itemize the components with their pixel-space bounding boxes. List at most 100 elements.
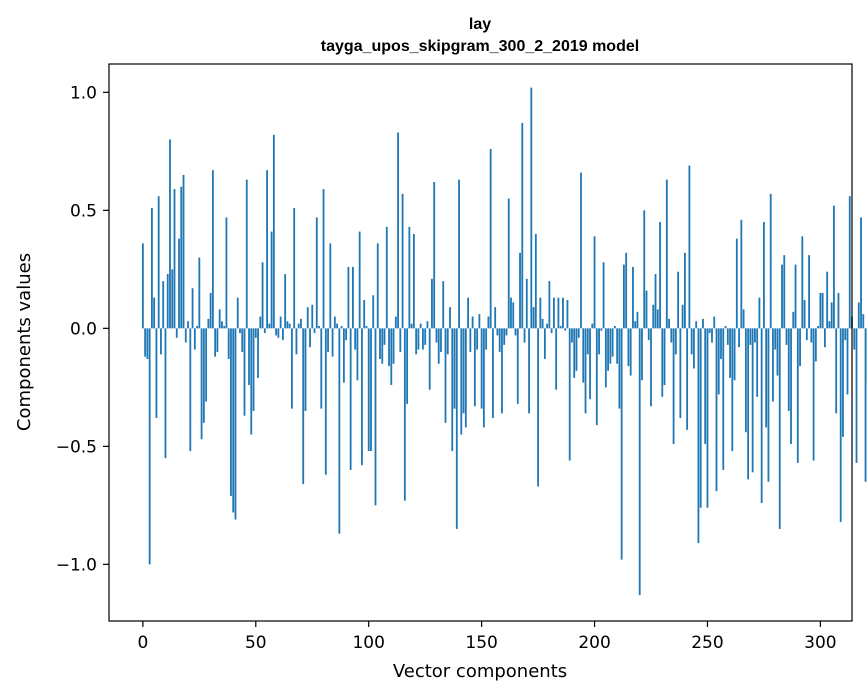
bar bbox=[417, 328, 420, 350]
x-tick-label: 200 bbox=[578, 633, 610, 653]
bar bbox=[681, 304, 684, 329]
bar bbox=[225, 217, 228, 329]
bar bbox=[365, 325, 368, 329]
bar bbox=[652, 304, 655, 329]
bar bbox=[699, 328, 702, 508]
bar bbox=[184, 328, 187, 343]
bar bbox=[656, 309, 659, 329]
y-tick-label: −0.5 bbox=[56, 437, 97, 457]
bar bbox=[824, 328, 826, 348]
bar bbox=[767, 328, 770, 482]
bar bbox=[492, 328, 494, 419]
bar bbox=[724, 325, 727, 329]
bar bbox=[677, 271, 680, 329]
bar bbox=[715, 328, 718, 492]
bar bbox=[577, 328, 580, 338]
bar bbox=[444, 328, 447, 423]
bar bbox=[478, 314, 481, 329]
bar bbox=[776, 328, 779, 376]
x-tick-label: 50 bbox=[245, 633, 267, 653]
bar bbox=[419, 323, 422, 329]
bar bbox=[663, 328, 666, 385]
bar bbox=[422, 328, 424, 350]
bar bbox=[191, 288, 194, 329]
bar bbox=[591, 323, 594, 329]
bar bbox=[218, 309, 221, 329]
bar bbox=[507, 198, 510, 329]
bar bbox=[654, 274, 657, 329]
bar bbox=[239, 328, 241, 334]
bar bbox=[580, 172, 582, 329]
bar bbox=[232, 328, 235, 513]
x-tick-label: 0 bbox=[137, 633, 148, 653]
bar bbox=[758, 297, 761, 329]
bar bbox=[266, 170, 268, 329]
bar bbox=[860, 217, 862, 329]
bar bbox=[819, 292, 822, 329]
bar bbox=[234, 328, 237, 520]
bar bbox=[379, 328, 381, 360]
bar bbox=[297, 323, 300, 329]
bar bbox=[394, 316, 397, 329]
bar bbox=[846, 328, 849, 395]
bar bbox=[320, 328, 323, 409]
bar bbox=[390, 328, 393, 385]
bar bbox=[702, 318, 704, 329]
bar bbox=[277, 328, 280, 338]
bar bbox=[342, 328, 345, 383]
bar bbox=[575, 328, 578, 371]
bar bbox=[388, 328, 390, 367]
bar bbox=[171, 269, 174, 329]
bar bbox=[338, 328, 341, 534]
bar bbox=[839, 328, 842, 522]
bar bbox=[428, 328, 431, 390]
bar bbox=[300, 318, 302, 329]
bar bbox=[618, 328, 621, 409]
bar bbox=[399, 328, 402, 352]
bar bbox=[144, 328, 147, 357]
bar bbox=[169, 139, 171, 329]
bar bbox=[708, 328, 711, 334]
bar bbox=[623, 264, 625, 329]
bar bbox=[440, 328, 442, 352]
bar bbox=[415, 328, 418, 355]
bar bbox=[489, 148, 492, 329]
bar bbox=[830, 302, 833, 329]
bar bbox=[148, 328, 151, 565]
bar bbox=[659, 222, 661, 329]
bar bbox=[512, 302, 515, 329]
bar bbox=[198, 257, 201, 329]
bar bbox=[311, 304, 314, 329]
bar bbox=[331, 328, 334, 357]
bar bbox=[361, 328, 363, 466]
x-axis: 0 50 100 150 200 250 300 bbox=[137, 621, 837, 653]
bar bbox=[566, 300, 569, 329]
bar bbox=[354, 328, 357, 350]
bar bbox=[523, 328, 526, 343]
bar bbox=[778, 328, 781, 529]
bar bbox=[842, 328, 844, 437]
bar bbox=[392, 328, 395, 364]
y-tick-label: 1.0 bbox=[70, 83, 97, 103]
bar bbox=[772, 328, 774, 402]
bar bbox=[446, 328, 449, 355]
bar bbox=[471, 316, 474, 329]
bar bbox=[358, 231, 361, 329]
bar bbox=[763, 222, 765, 329]
bar bbox=[751, 328, 754, 473]
bar bbox=[250, 328, 253, 435]
bar bbox=[202, 328, 205, 423]
bar bbox=[193, 328, 196, 350]
x-tick-label: 100 bbox=[352, 633, 384, 653]
bar bbox=[435, 328, 438, 343]
bar bbox=[661, 328, 664, 397]
bar bbox=[855, 328, 858, 463]
bar bbox=[189, 328, 192, 452]
bar bbox=[175, 328, 178, 338]
bar bbox=[205, 328, 208, 402]
bar bbox=[641, 328, 643, 381]
bar bbox=[345, 328, 348, 341]
bar bbox=[814, 328, 817, 362]
bar bbox=[162, 281, 165, 329]
